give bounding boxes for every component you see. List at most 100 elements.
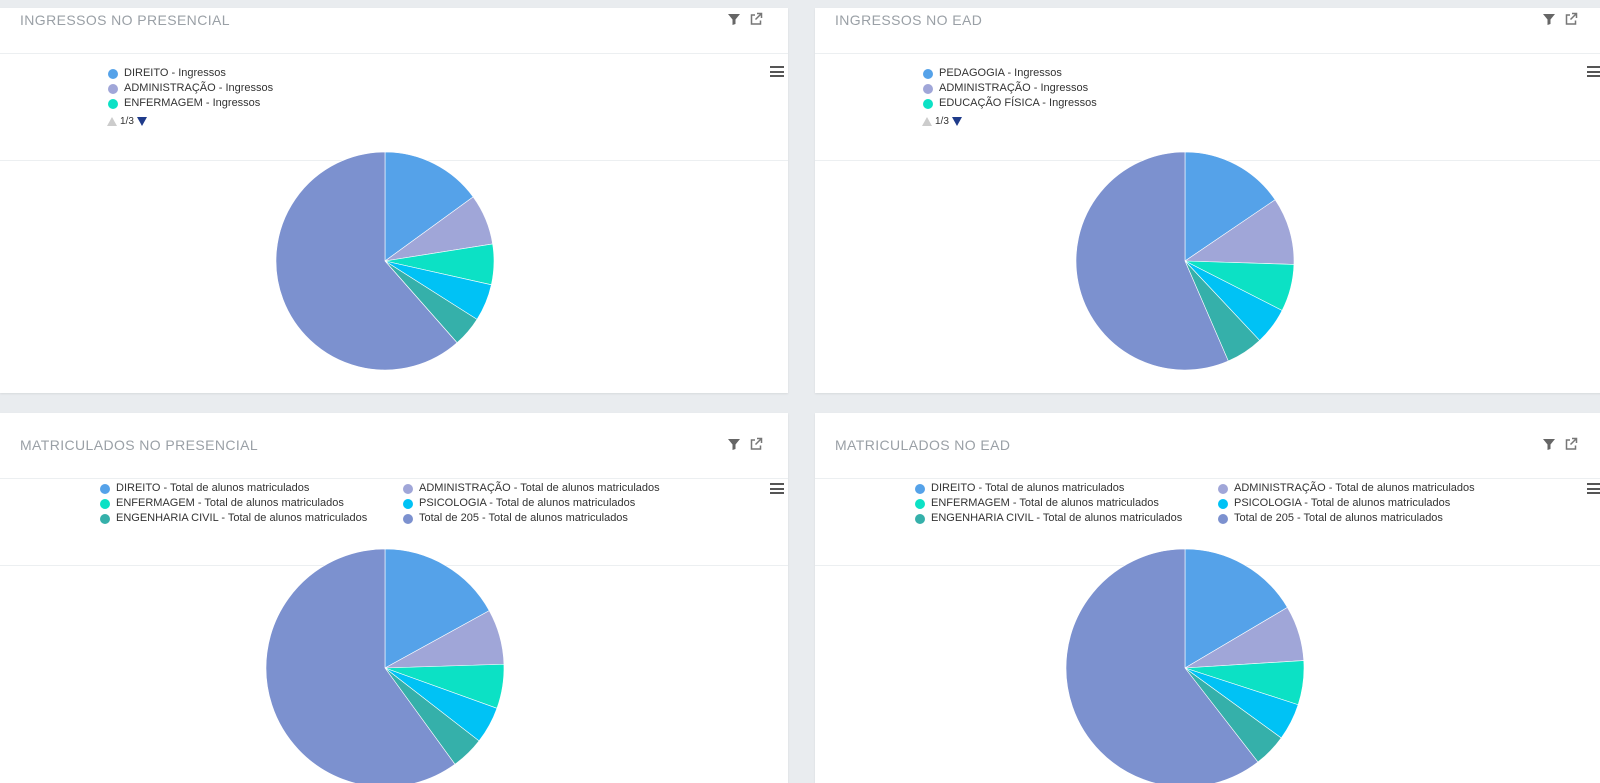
panel-tools: [1542, 437, 1578, 451]
panel-title: MATRICULADOS NO PRESENCIAL: [20, 437, 259, 453]
legend-label: PEDAGOGIA - Ingressos: [939, 67, 1062, 79]
legend-dot: [1218, 498, 1228, 509]
panel-title: INGRESSOS NO PRESENCIAL: [20, 12, 230, 28]
legend-label: ADMINISTRAÇÃO - Ingressos: [939, 82, 1089, 94]
pie-chart: [265, 548, 505, 783]
legend-label: ADMINISTRAÇÃO - Total de alunos matricul…: [419, 482, 660, 494]
pie-chart: [275, 151, 495, 371]
legend-item[interactable]: ENGENHARIA CIVIL - Total de alunos matri…: [100, 511, 403, 526]
filter-icon[interactable]: [1542, 12, 1556, 26]
legend-label: Total de 205 - Total de alunos matricula…: [419, 512, 628, 524]
legend-label: PSICOLOGIA - Total de alunos matriculado…: [1234, 497, 1451, 509]
chart-legend: DIREITO - Ingressos ADMINISTRAÇÃO - Ingr…: [108, 66, 273, 111]
legend-label: Total de 205 - Total de alunos matricula…: [1234, 512, 1443, 524]
pie-slice-6[interactable]: [265, 548, 456, 783]
pie-slice-1[interactable]: [384, 548, 490, 669]
filter-icon[interactable]: [727, 12, 741, 26]
pie-slice-1[interactable]: [384, 151, 474, 262]
divider: [815, 53, 1600, 54]
pie-slice-6[interactable]: [1065, 548, 1259, 783]
pager-text: 1/3: [935, 116, 949, 127]
legend-label: ENFERMAGEM - Total de alunos matriculado…: [931, 497, 1159, 509]
pie-slice-6[interactable]: [275, 151, 458, 371]
chart-legend: PEDAGOGIA - Ingressos ADMINISTRAÇÃO - In…: [923, 66, 1097, 111]
legend-label: ADMINISTRAÇÃO - Ingressos: [124, 82, 274, 94]
pager-text: 1/3: [120, 116, 134, 127]
legend-item[interactable]: ENFERMAGEM - Total de alunos matriculado…: [100, 496, 403, 511]
legend-dot: [108, 83, 118, 94]
legend-item[interactable]: DIREITO - Total de alunos matriculados: [915, 481, 1218, 496]
divider: [815, 478, 1600, 479]
legend-dot: [403, 513, 413, 524]
legend-item[interactable]: ADMINISTRAÇÃO - Ingressos: [108, 81, 273, 96]
panel-title: INGRESSOS NO EAD: [835, 12, 983, 28]
pie-chart: [1075, 151, 1295, 371]
legend-dot: [108, 68, 118, 79]
pie-slice-1[interactable]: [1184, 151, 1276, 262]
legend-item[interactable]: ENGENHARIA CIVIL - Total de alunos matri…: [915, 511, 1218, 526]
legend-label: ENGENHARIA CIVIL - Total de alunos matri…: [931, 512, 1183, 524]
legend-label: ENFERMAGEM - Ingressos: [124, 97, 261, 109]
legend-label: DIREITO - Ingressos: [124, 67, 226, 79]
legend-item[interactable]: EDUCAÇÃO FÍSICA - Ingressos: [923, 96, 1097, 111]
legend-item[interactable]: DIREITO - Ingressos: [108, 66, 273, 81]
legend-dot: [915, 513, 925, 524]
divider: [0, 478, 788, 479]
filter-icon[interactable]: [727, 437, 741, 451]
legend-label: DIREITO - Total de alunos matriculados: [931, 482, 1125, 494]
hamburger-menu-icon[interactable]: [770, 66, 784, 77]
legend-item[interactable]: PSICOLOGIA - Total de alunos matriculado…: [1218, 496, 1475, 511]
legend-dot: [923, 98, 933, 109]
legend-label: ADMINISTRAÇÃO - Total de alunos matricul…: [1234, 482, 1475, 494]
legend-item[interactable]: ENFERMAGEM - Total de alunos matriculado…: [915, 496, 1218, 511]
hamburger-menu-icon[interactable]: [1587, 483, 1600, 494]
external-link-icon[interactable]: [1564, 12, 1578, 26]
hamburger-menu-icon[interactable]: [770, 483, 784, 494]
panel-tools: [727, 437, 763, 451]
legend-label: PSICOLOGIA - Total de alunos matriculado…: [419, 497, 636, 509]
legend-item[interactable]: PEDAGOGIA - Ingressos: [923, 66, 1097, 81]
panel-matriculados-presencial: MATRICULADOS NO PRESENCIAL DIREITO - Tot…: [0, 413, 788, 783]
legend-dot: [923, 68, 933, 79]
pager-up-arrow-icon[interactable]: [922, 117, 932, 126]
legend-dot: [108, 98, 118, 109]
legend-dot: [923, 83, 933, 94]
hamburger-menu-icon[interactable]: [1587, 66, 1600, 77]
panel-tools: [1542, 12, 1578, 26]
legend-item[interactable]: ADMINISTRAÇÃO - Ingressos: [923, 81, 1097, 96]
legend-dot: [403, 483, 413, 494]
legend-label: EDUCAÇÃO FÍSICA - Ingressos: [939, 97, 1097, 109]
filter-icon[interactable]: [1542, 437, 1556, 451]
external-link-icon[interactable]: [1564, 437, 1578, 451]
external-link-icon[interactable]: [749, 12, 763, 26]
divider: [0, 53, 788, 54]
legend-item[interactable]: Total de 205 - Total de alunos matricula…: [1218, 511, 1475, 526]
panel-ingressos-presencial: INGRESSOS NO PRESENCIAL DIREITO - Ingres…: [0, 8, 788, 393]
legend-item[interactable]: ADMINISTRAÇÃO - Total de alunos matricul…: [403, 481, 660, 496]
pager-down-arrow-icon[interactable]: [951, 117, 962, 126]
panel-tools: [727, 12, 763, 26]
legend-item[interactable]: DIREITO - Total de alunos matriculados: [100, 481, 403, 496]
legend-dot: [1218, 483, 1228, 494]
pie-slice-6[interactable]: [1075, 151, 1229, 371]
legend-dot: [100, 513, 110, 524]
legend-item[interactable]: ENFERMAGEM - Ingressos: [108, 96, 273, 111]
pager-up-arrow-icon[interactable]: [107, 117, 117, 126]
legend-dot: [915, 483, 925, 494]
legend-dot: [100, 483, 110, 494]
legend-item[interactable]: PSICOLOGIA - Total de alunos matriculado…: [403, 496, 660, 511]
chart-legend: DIREITO - Total de alunos matriculados A…: [915, 481, 1475, 526]
panel-matriculados-ead: MATRICULADOS NO EAD DIREITO - Total de a…: [815, 413, 1600, 783]
legend-dot: [100, 498, 110, 509]
legend-item[interactable]: Total de 205 - Total de alunos matricula…: [403, 511, 660, 526]
legend-item[interactable]: ADMINISTRAÇÃO - Total de alunos matricul…: [1218, 481, 1475, 496]
legend-pager: 1/3: [107, 116, 147, 127]
external-link-icon[interactable]: [749, 437, 763, 451]
pie-slice-1[interactable]: [1184, 548, 1288, 669]
legend-dot: [915, 498, 925, 509]
legend-dot: [403, 498, 413, 509]
panel-title: MATRICULADOS NO EAD: [835, 437, 1011, 453]
pager-down-arrow-icon[interactable]: [136, 117, 147, 126]
legend-label: ENGENHARIA CIVIL - Total de alunos matri…: [116, 512, 368, 524]
panel-ingressos-ead: INGRESSOS NO EAD PEDAGOGIA - Ingressos A…: [815, 8, 1600, 393]
